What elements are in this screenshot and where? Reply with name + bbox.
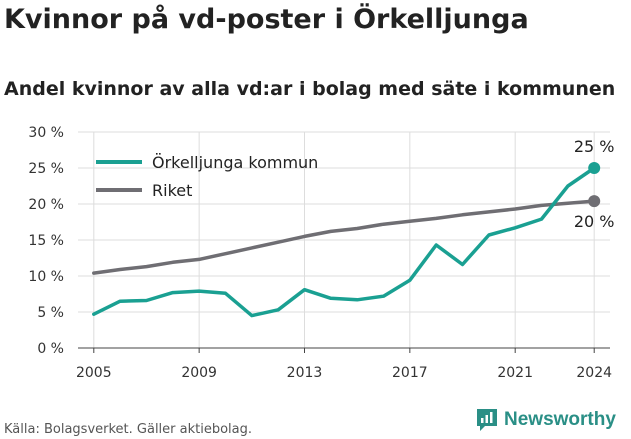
- y-tick-label: 25 %: [28, 161, 64, 177]
- legend-label-orkelljunga: Örkelljunga kommun: [152, 153, 318, 172]
- x-tick-label: 2013: [287, 365, 323, 381]
- chart-subtitle: Andel kvinnor av alla vd:ar i bolag med …: [4, 78, 616, 100]
- source-note: Källa: Bolagsverket. Gäller aktiebolag.: [4, 422, 253, 437]
- x-tick-label: 2017: [392, 365, 428, 381]
- legend-label-riket: Riket: [152, 181, 192, 200]
- x-tick-label: 2024: [576, 365, 612, 381]
- newsworthy-logo: Newsworthy: [476, 408, 616, 432]
- series-line-riket: [92, 199, 596, 275]
- end-label-orkelljunga: 25 %: [574, 137, 615, 156]
- y-axis: 0 % 5 % 10 % 15 % 20 % 25 % 30 %: [28, 125, 64, 357]
- y-tick-label: 15 %: [28, 233, 64, 249]
- y-tick-label: 5 %: [37, 305, 64, 321]
- series-line-orkelljunga: [92, 166, 596, 318]
- x-tick-label: 2005: [76, 365, 112, 381]
- end-point-riket: [588, 195, 601, 208]
- y-tick-label: 20 %: [28, 197, 64, 213]
- newsworthy-logo-icon: [477, 409, 497, 431]
- chart-title: Kvinnor på vd-poster i Örkelljunga: [4, 4, 529, 35]
- newsworthy-logo-text: Newsworthy: [504, 409, 616, 430]
- end-point-orkelljunga: [588, 162, 601, 174]
- y-tick-label: 10 %: [28, 269, 64, 285]
- x-tick-label: 2021: [497, 365, 533, 381]
- x-axis: 2005 2009 2013 2017 2021 2024: [76, 347, 612, 381]
- series-lines: [92, 166, 596, 318]
- end-label-riket: 20 %: [574, 212, 615, 231]
- y-tick-label: 0 %: [37, 341, 64, 357]
- legend: Örkelljunga kommun Riket: [96, 153, 318, 200]
- line-chart: 0 %5 %10 %15 %20 %25 %30 % 2005 2009 2013 2…: [28, 125, 615, 381]
- y-tick-label: 30 %: [28, 125, 64, 141]
- x-tick-label: 2009: [181, 365, 217, 381]
- end-markers: 25 % 20 %: [574, 137, 615, 231]
